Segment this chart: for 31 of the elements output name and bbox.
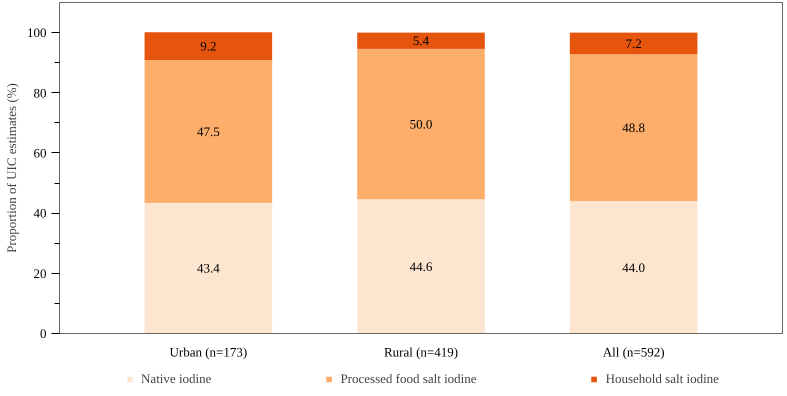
x-tick-label: All (n=592) xyxy=(602,344,665,360)
data-label: 50.0 xyxy=(410,116,432,132)
y-tick-label: 60 xyxy=(34,145,46,160)
y-tick-label: 40 xyxy=(34,206,46,221)
bar xyxy=(144,60,272,203)
data-label: 7.2 xyxy=(626,36,642,51)
x-tick-label: Urban (n=173) xyxy=(169,344,248,360)
bar xyxy=(357,48,485,200)
data-label: 44.6 xyxy=(410,258,433,274)
y-tick-label: 0 xyxy=(40,326,46,341)
y-tick-label: 20 xyxy=(34,266,46,281)
bar xyxy=(357,199,485,334)
bar xyxy=(144,202,272,334)
bar xyxy=(144,32,272,60)
data-label: 44.0 xyxy=(622,260,646,275)
y-tick-label: 80 xyxy=(34,85,46,100)
legend-label: Processed food salt iodine xyxy=(340,371,477,387)
y-axis-title: Proportion of UIC estimates (%) xyxy=(4,83,19,253)
x-tick-label: Rural (n=419) xyxy=(384,344,458,360)
data-label: 48.8 xyxy=(622,120,646,136)
data-label: 43.4 xyxy=(196,260,220,276)
data-label: 5.4 xyxy=(412,33,430,48)
bar xyxy=(357,32,485,49)
bar xyxy=(570,32,698,54)
legend-label: Native iodine xyxy=(141,371,212,387)
legend-label: Household salt iodine xyxy=(606,371,719,387)
data-label: 47.5 xyxy=(196,124,220,139)
bar xyxy=(570,201,698,334)
data-label: 9.2 xyxy=(200,38,216,54)
bar xyxy=(570,54,698,202)
y-tick-label: 100 xyxy=(27,25,46,40)
